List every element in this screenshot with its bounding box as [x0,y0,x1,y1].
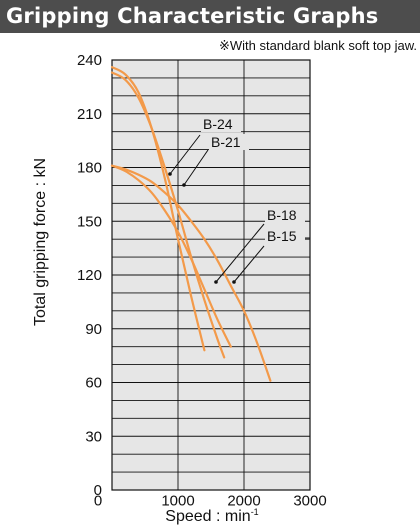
y-tick-label: 30 [85,428,102,445]
series-line-b-15 [110,164,272,382]
series-line-b-24 [110,66,206,352]
leader-dot [232,280,236,284]
series-lines [110,66,272,382]
series-label-b-24: B-24 [203,116,233,132]
y-tick-label: 90 [85,321,102,338]
x-tick-label: 1000 [161,492,194,509]
leader-line [215,223,265,283]
x-axis-ticks: 0 1000 2000 3000 [94,492,327,509]
x-axis-label-superscript: -1 [251,507,259,517]
y-axis-ticks: 0 30 60 90 120 150 180 210 240 [77,52,102,499]
x-tick-label: 3000 [293,492,326,509]
x-axis-label: Speed : min-1 [165,507,258,525]
series-label-b-18: B-18 [267,207,297,223]
y-tick-label: 0 [94,482,102,499]
series-label-bg [265,228,305,244]
chart-note: ※With standard blank soft top jaw. [218,38,417,53]
series-labels: B-24 B-21 B-18 B-15 [201,116,305,244]
leader-line [169,134,201,175]
y-tick-label: 210 [77,106,102,123]
y-tick-label: 120 [77,267,102,284]
series-label-bg [209,134,249,150]
leader-dot [214,280,218,284]
leader-line [183,149,209,186]
series-line-b-18 [110,164,232,348]
series-label-bg [201,116,241,132]
x-tick-label: 2000 [227,492,260,509]
series-label-b-21: B-21 [211,134,241,150]
series-leaders [168,134,310,284]
leader-dot [182,183,186,187]
series-line-b-21 [110,71,226,359]
plot-frame [111,59,311,491]
series-label-b-15: B-15 [267,228,297,244]
page-title: Gripping Characteristic Graphs [6,4,379,28]
series-label-bg [265,207,305,223]
leader-dot [168,172,172,176]
y-tick-label: 180 [77,160,102,177]
y-tick-label: 60 [85,375,102,392]
y-tick-label: 240 [77,52,102,69]
header-bar: Gripping Characteristic Graphs [0,0,420,33]
y-axis-label: Total gripping force : kN [32,158,49,326]
leader-line [233,245,265,283]
x-tick-label: 0 [94,492,102,509]
y-tick-label: 150 [77,213,102,230]
x-axis-label-text: Speed : min [165,508,250,525]
